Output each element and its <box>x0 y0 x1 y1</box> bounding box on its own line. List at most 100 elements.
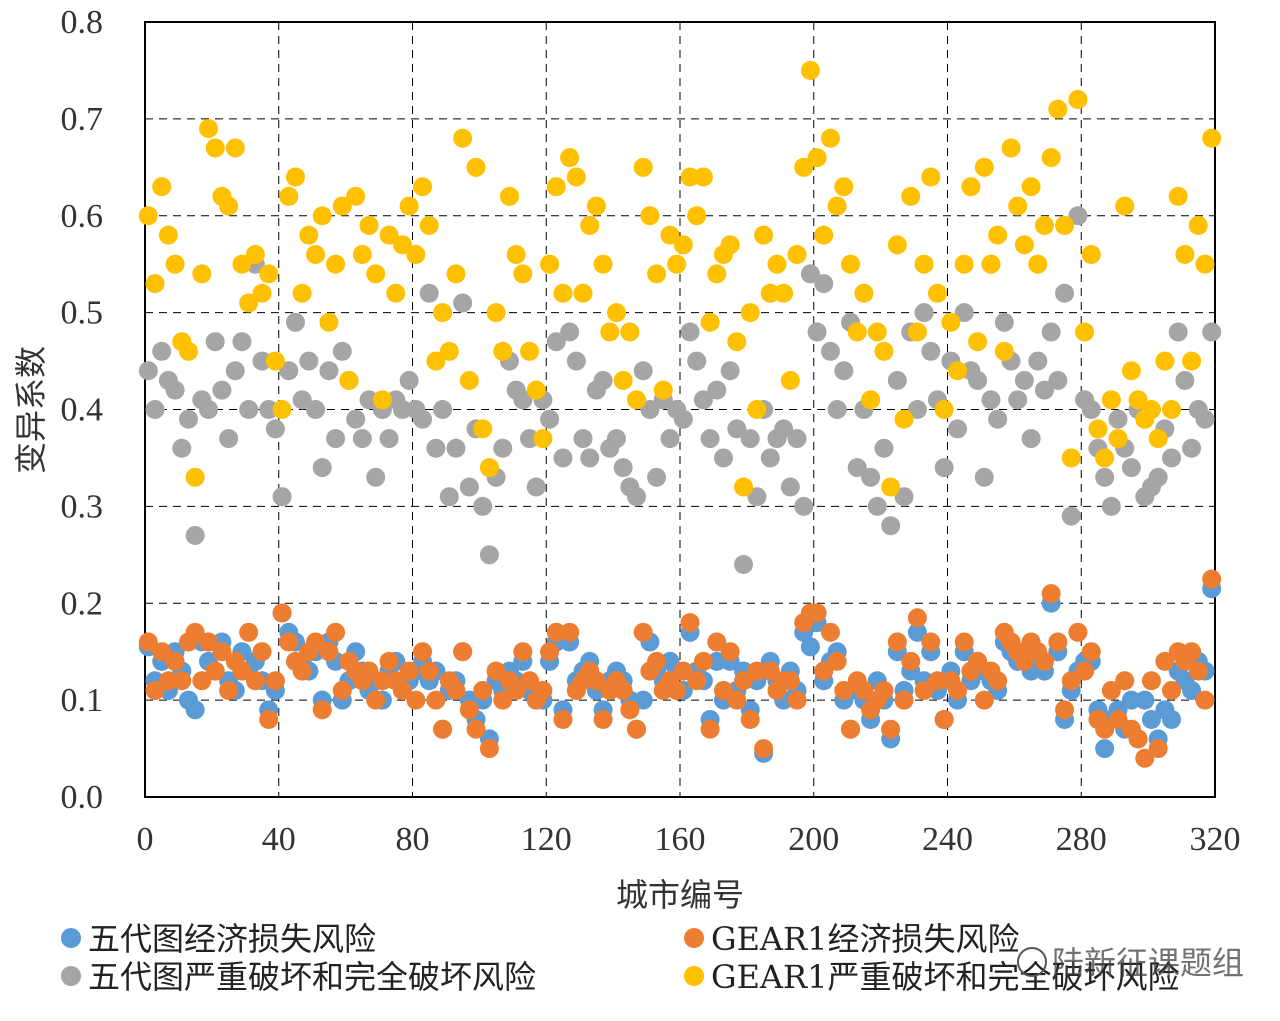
data-point <box>560 622 580 642</box>
data-point <box>560 322 580 342</box>
data-point <box>1115 196 1135 216</box>
data-point <box>954 632 974 652</box>
data-point <box>981 390 1001 410</box>
data-point <box>399 370 419 390</box>
x-tick-label: 240 <box>922 821 973 858</box>
data-point <box>667 680 687 700</box>
data-point <box>673 409 693 429</box>
data-point <box>800 264 820 284</box>
data-point <box>372 390 392 410</box>
y-tick-label: 0.7 <box>61 101 104 138</box>
x-tick-label: 0 <box>137 821 154 858</box>
data-point <box>660 429 680 449</box>
data-point <box>178 341 198 361</box>
data-point <box>780 477 800 497</box>
data-point <box>954 303 974 323</box>
x-tick-label: 200 <box>788 821 839 858</box>
data-point <box>907 322 927 342</box>
data-point <box>292 390 312 410</box>
data-point <box>1095 467 1115 487</box>
data-point <box>553 448 573 468</box>
data-point <box>1148 467 1168 487</box>
data-point <box>259 264 279 284</box>
data-point <box>720 235 740 255</box>
data-point <box>1141 400 1161 419</box>
data-point <box>814 225 834 245</box>
data-point <box>352 245 372 264</box>
x-tick-label: 120 <box>521 821 572 858</box>
data-point <box>326 429 346 449</box>
data-point <box>1101 390 1121 410</box>
data-point <box>165 651 185 671</box>
data-point <box>1202 128 1222 148</box>
data-point <box>379 225 399 245</box>
data-point <box>493 438 513 458</box>
data-point <box>199 400 219 419</box>
data-point <box>934 710 954 729</box>
data-point <box>165 380 185 400</box>
data-point <box>934 400 954 419</box>
data-point <box>1095 739 1115 759</box>
data-point <box>232 254 252 274</box>
wechat-icon <box>1017 947 1047 977</box>
data-point <box>687 206 707 226</box>
data-point <box>968 370 988 390</box>
data-point <box>713 448 733 468</box>
data-point <box>486 303 506 323</box>
data-point <box>680 167 700 187</box>
data-point <box>586 196 606 216</box>
data-point <box>426 690 446 710</box>
legend-label-3: 五代图严重破坏和完全破坏风险 <box>88 958 536 996</box>
data-point <box>760 283 780 303</box>
data-point <box>740 710 760 729</box>
data-point <box>647 264 667 284</box>
data-point <box>734 477 754 497</box>
data-point <box>693 167 713 187</box>
data-point <box>399 661 419 681</box>
data-point <box>593 370 613 390</box>
data-point <box>392 680 412 700</box>
data-point <box>1182 438 1202 458</box>
data-point <box>138 632 158 652</box>
data-point <box>1195 409 1215 429</box>
data-point <box>479 739 499 759</box>
data-point <box>540 642 560 662</box>
data-point <box>312 458 332 478</box>
y-tick-label: 0.8 <box>61 4 104 41</box>
data-point <box>332 341 352 361</box>
data-point <box>894 409 914 429</box>
data-point <box>1061 671 1081 691</box>
data-point <box>854 283 874 303</box>
data-point <box>1182 351 1202 371</box>
data-point <box>219 680 239 700</box>
data-point <box>914 303 934 323</box>
data-point <box>1095 448 1115 468</box>
data-point <box>172 438 192 458</box>
data-point <box>921 632 941 652</box>
data-point <box>1121 361 1141 381</box>
data-point <box>901 651 921 671</box>
data-point <box>941 312 961 332</box>
data-point <box>1048 632 1068 652</box>
data-point <box>459 370 479 390</box>
data-point <box>439 487 459 507</box>
y-tick-label: 0.6 <box>61 198 104 235</box>
data-point <box>486 661 506 681</box>
data-point <box>219 429 239 449</box>
data-point <box>667 254 687 274</box>
data-point <box>693 651 713 671</box>
data-point <box>680 613 700 633</box>
data-point <box>1101 496 1121 516</box>
data-point <box>185 525 205 545</box>
data-point <box>633 690 653 710</box>
data-point <box>165 254 185 274</box>
data-point <box>1055 283 1075 303</box>
data-point <box>854 680 874 700</box>
data-point <box>446 438 466 458</box>
data-point <box>152 177 172 197</box>
data-point <box>513 642 533 662</box>
legend-marker-1 <box>61 928 81 948</box>
data-point <box>968 332 988 352</box>
series-2 <box>138 569 1222 768</box>
